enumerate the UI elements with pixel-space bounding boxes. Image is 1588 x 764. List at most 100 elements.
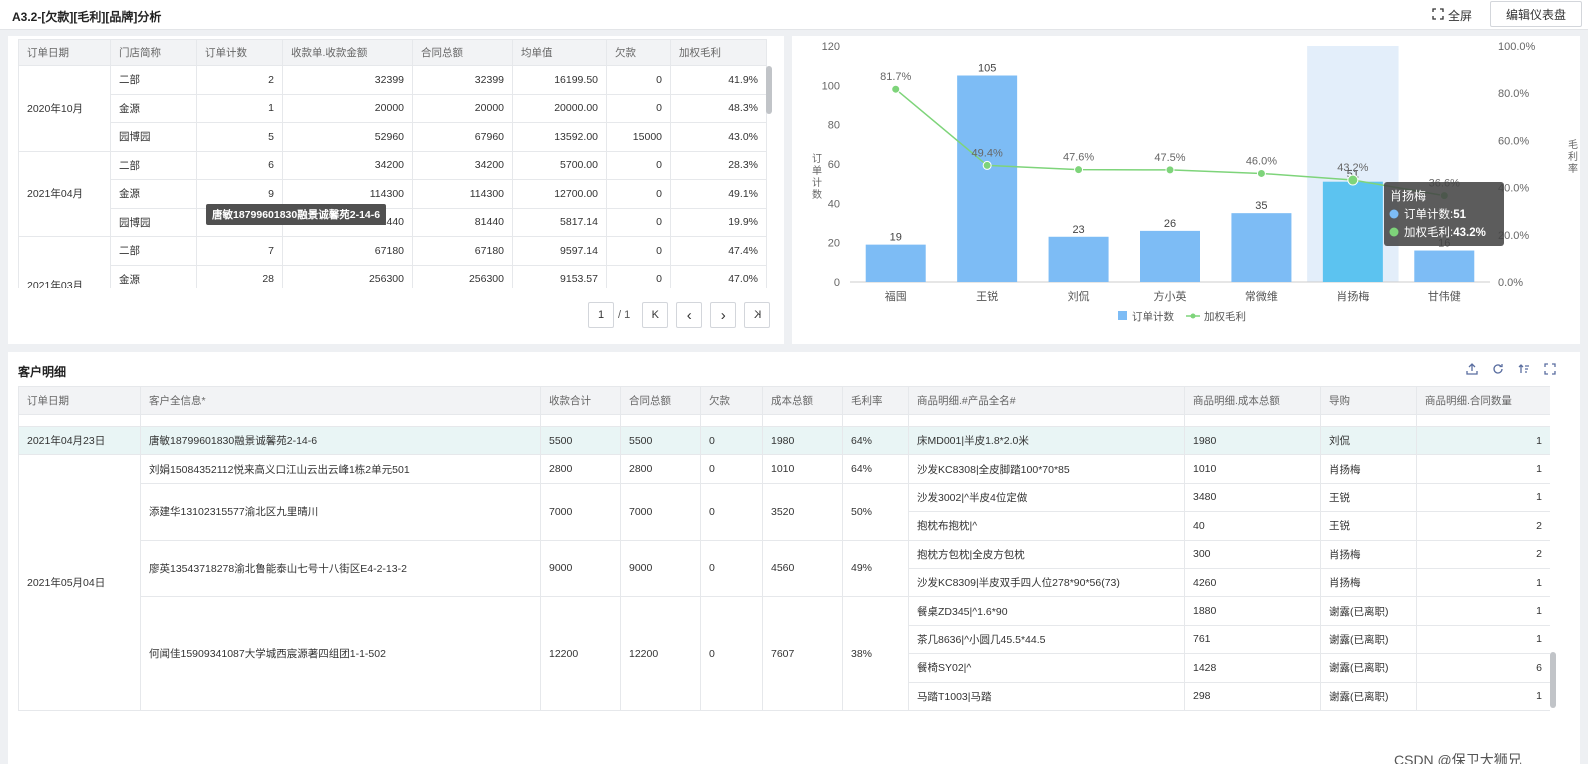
column-header[interactable]: 订单日期 [18,39,111,66]
column-header[interactable]: 商品明细.合同数量 [1416,386,1550,415]
export-button[interactable] [1464,361,1480,377]
line-point[interactable] [891,84,901,94]
table-cell: 15000 [606,122,671,152]
table-cell: 沙发3002|^半皮4位定做 [908,482,1185,513]
panel-toolbar [1464,361,1558,377]
expand-button[interactable] [1542,361,1558,377]
table-cell: 3520 [762,482,843,541]
table-row[interactable]: 何闻佳15909341087大学城西宸源著四组团1-1-502 12200 1220… [19,596,1550,711]
legend-label[interactable]: 订单计数 [1132,310,1174,323]
table-row[interactable]: 金源 28 256300 256300 9153.57 0 47.0% [19,264,767,288]
dashboard-title: A3.2-[欠款][毛利][品牌]分析 [12,10,162,24]
table-cell: 4560 [762,539,843,598]
table-row[interactable]: 2021年04月23日 唐敏18799601830融景诚馨苑2-14-6 5500 5… [18,425,1550,456]
table-row[interactable]: 金源 1 20000 20000 20000.00 0 48.3% [19,93,767,123]
column-header[interactable]: 收款单.收款金额 [282,39,413,66]
table-row[interactable]: 添建华13102315577渝北区九里晴川 7000 7000 0 3520 50% 沙发3… [19,482,1550,541]
column-header[interactable]: 商品明细.成本总额 [1184,386,1321,415]
bar-常微维[interactable] [1231,213,1292,282]
y2-tick-label: 40.0% [1498,183,1529,195]
sort-button[interactable] [1516,361,1532,377]
table-cell: 256300 [412,264,513,288]
column-header[interactable]: 客户全信息* [140,386,541,415]
column-header[interactable]: 毛利率 [842,386,909,415]
table-cell: 298 [1184,681,1321,711]
column-header[interactable]: 订单日期 [18,386,141,415]
bar-甘伟健[interactable] [1414,250,1475,282]
table-cell: 谢露(已离职) [1320,653,1417,683]
refresh-button[interactable] [1490,361,1506,377]
prev-page-button[interactable]: ‹ [676,302,703,328]
column-header[interactable]: 收款合计 [540,386,621,415]
column-header[interactable]: 订单计数 [196,39,283,66]
table-row[interactable]: 马踏T1003|马踏 298 谢露(已离职) 1 [19,681,1550,711]
table-row[interactable]: 金源 9 114300 114300 12700.00 0 49.1% [19,179,767,209]
column-header[interactable]: 合同总额 [620,386,701,415]
table-cell: 园博园 [110,207,197,237]
table-cell: 金源 [110,93,197,123]
column-header[interactable]: 加权毛利 [670,39,767,66]
table-cell: 49.1% [670,179,767,209]
table-cell [700,414,763,427]
legend-label[interactable]: 加权毛利 [1204,310,1246,323]
table-scrollbar[interactable] [766,66,772,114]
column-header[interactable]: 合同总额 [412,39,513,66]
next-page-button[interactable]: › [710,302,737,328]
column-header[interactable]: 导购 [1320,386,1417,415]
table-row[interactable]: 廖英13543718278渝北鲁能泰山七号十八街区E4-2-13-2 9000 90… [19,539,1550,598]
table-cell: 5500 [620,425,701,456]
column-header[interactable]: 欠款 [700,386,763,415]
bar-肖扬梅[interactable] [1322,181,1383,282]
table-cell: 刘娟15084352112悦来高义口江山云出云峰1栋2单元501 [140,454,541,484]
line-point[interactable] [982,160,992,170]
table-cell: 12200 [620,596,701,711]
column-header[interactable]: 欠款 [606,39,671,66]
combo-chart[interactable]: 0 20 40 60 80 100 120 0.0% 20.0% 40.0% 60.0% 80.0% 1… [792,36,1580,344]
line-point[interactable] [1256,168,1266,178]
detail-scrollbar[interactable] [1550,652,1556,708]
bar-value-label: 35 [1255,200,1267,212]
table-cell: 餐椅SY02|^ [908,653,1185,683]
bar-方小英[interactable] [1140,230,1200,282]
first-page-button[interactable]: K [642,302,669,328]
table-cell: 添建华13102315577渝北区九里晴川 [140,482,541,541]
bar-王锐[interactable] [957,75,1018,283]
table-row[interactable]: 2021年04月 二部 6 34200 34200 5700.00 0 28.3% [18,150,767,237]
line-value-label: 46.0% [1246,155,1277,167]
table-cell: 沙发KC8308|全皮脚踏100*70*85 [908,454,1185,484]
last-page-button[interactable]: K [744,302,771,328]
table-cell: 52960 [282,122,413,152]
column-header[interactable]: 均单值 [512,39,607,66]
page-number-input[interactable]: 1 [588,302,614,328]
table-cell: 谢露(已离职) [1320,681,1417,711]
line-point[interactable] [1165,165,1175,175]
fullscreen-button[interactable]: 全屏 [1428,5,1476,25]
edit-dashboard-button[interactable]: 编辑仪表盘 [1490,1,1582,27]
x-tick-label: 甘伟健 [1428,290,1461,303]
column-header[interactable]: 成本总额 [762,386,843,415]
fullscreen-icon [1432,7,1444,23]
table-row[interactable]: 2020年10月 二部 2 32399 32399 16199.50 0 41.9% [18,65,767,152]
date-cell: 2021年05月04日 [18,454,141,711]
column-header[interactable]: 门店简称 [110,39,197,66]
table-row[interactable]: 抱枕布抱枕|^ 40 王锐 2 [19,511,1550,541]
table-cell: 廖英13543718278渝北鲁能泰山七号十八街区E4-2-13-2 [140,539,541,598]
table-row[interactable]: 2021年05月04日 刘娟15084352112悦来高义口江山云出云峰1栋2单元… [18,454,1550,711]
line-point[interactable] [1074,165,1084,175]
line-value-label: 81.7% [880,71,911,83]
line-point[interactable] [1347,174,1359,186]
table-cell: 16199.50 [512,65,607,95]
bar-福囤[interactable] [865,244,926,282]
table-cell: 81440 [412,207,513,237]
table-cell: 64% [842,454,909,484]
table-row[interactable]: 餐椅SY02|^ 1428 谢露(已离职) 6 [19,653,1550,683]
table-row[interactable]: 园博园 5 52960 67960 13592.00 15000 43.0% [19,122,767,152]
table-cell: 34200 [412,150,513,180]
y2-tick-label: 100.0% [1498,41,1536,53]
table-cell: 32399 [412,65,513,95]
column-header[interactable]: 商品明细.#产品全名# [908,386,1185,415]
table-row[interactable]: 2021年03月 二部 7 67180 67180 9597.14 0 47.4% [18,236,767,288]
bar-刘侃[interactable] [1048,236,1109,282]
table-cell: 48.3% [670,93,767,123]
